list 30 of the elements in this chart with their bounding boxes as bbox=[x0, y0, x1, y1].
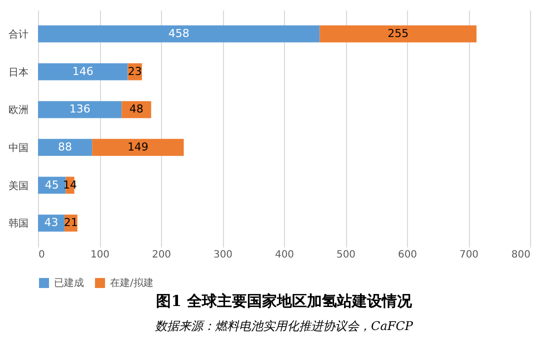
x-tick-label: 0 bbox=[38, 250, 45, 260]
data-label: 23 bbox=[128, 64, 142, 78]
source-note: 数据来源：燃料电池实用化推进协议会，CaFCP bbox=[155, 319, 414, 333]
y-tick-label: 合计 bbox=[8, 28, 28, 40]
x-tick-label: 300 bbox=[213, 250, 233, 260]
x-tick-label: 400 bbox=[274, 250, 294, 260]
data-label: 458 bbox=[168, 26, 190, 40]
x-tick-label: 100 bbox=[90, 250, 110, 260]
data-label: 21 bbox=[64, 216, 78, 230]
y-tick-label: 中国 bbox=[8, 142, 28, 154]
x-tick-label: 600 bbox=[398, 250, 418, 260]
x-tick-label: 800 bbox=[511, 250, 530, 260]
legend-label: 在建/拟建 bbox=[110, 277, 154, 289]
text: 图1 全球主要国家地区加氢站建设情况 bbox=[156, 292, 413, 310]
data-label: 88 bbox=[58, 140, 72, 154]
data-label: 149 bbox=[127, 140, 148, 154]
y-tick-label: 欧洲 bbox=[8, 104, 28, 116]
x-tick-label: 200 bbox=[152, 250, 172, 260]
data-label: 255 bbox=[388, 26, 409, 40]
data-label: 48 bbox=[129, 102, 144, 116]
data-label: 45 bbox=[44, 178, 59, 192]
data-label: 136 bbox=[69, 102, 90, 116]
x-tick-label: 500 bbox=[336, 250, 356, 260]
x-tick-label: 700 bbox=[459, 250, 479, 260]
legend-label: 已建成 bbox=[54, 277, 84, 289]
data-label: 146 bbox=[72, 64, 94, 78]
data-label: 43 bbox=[44, 216, 58, 230]
y-tick-label: 美国 bbox=[8, 180, 28, 192]
y-tick-label: 日本 bbox=[8, 66, 28, 78]
y-tick-label: 韩国 bbox=[8, 218, 28, 230]
